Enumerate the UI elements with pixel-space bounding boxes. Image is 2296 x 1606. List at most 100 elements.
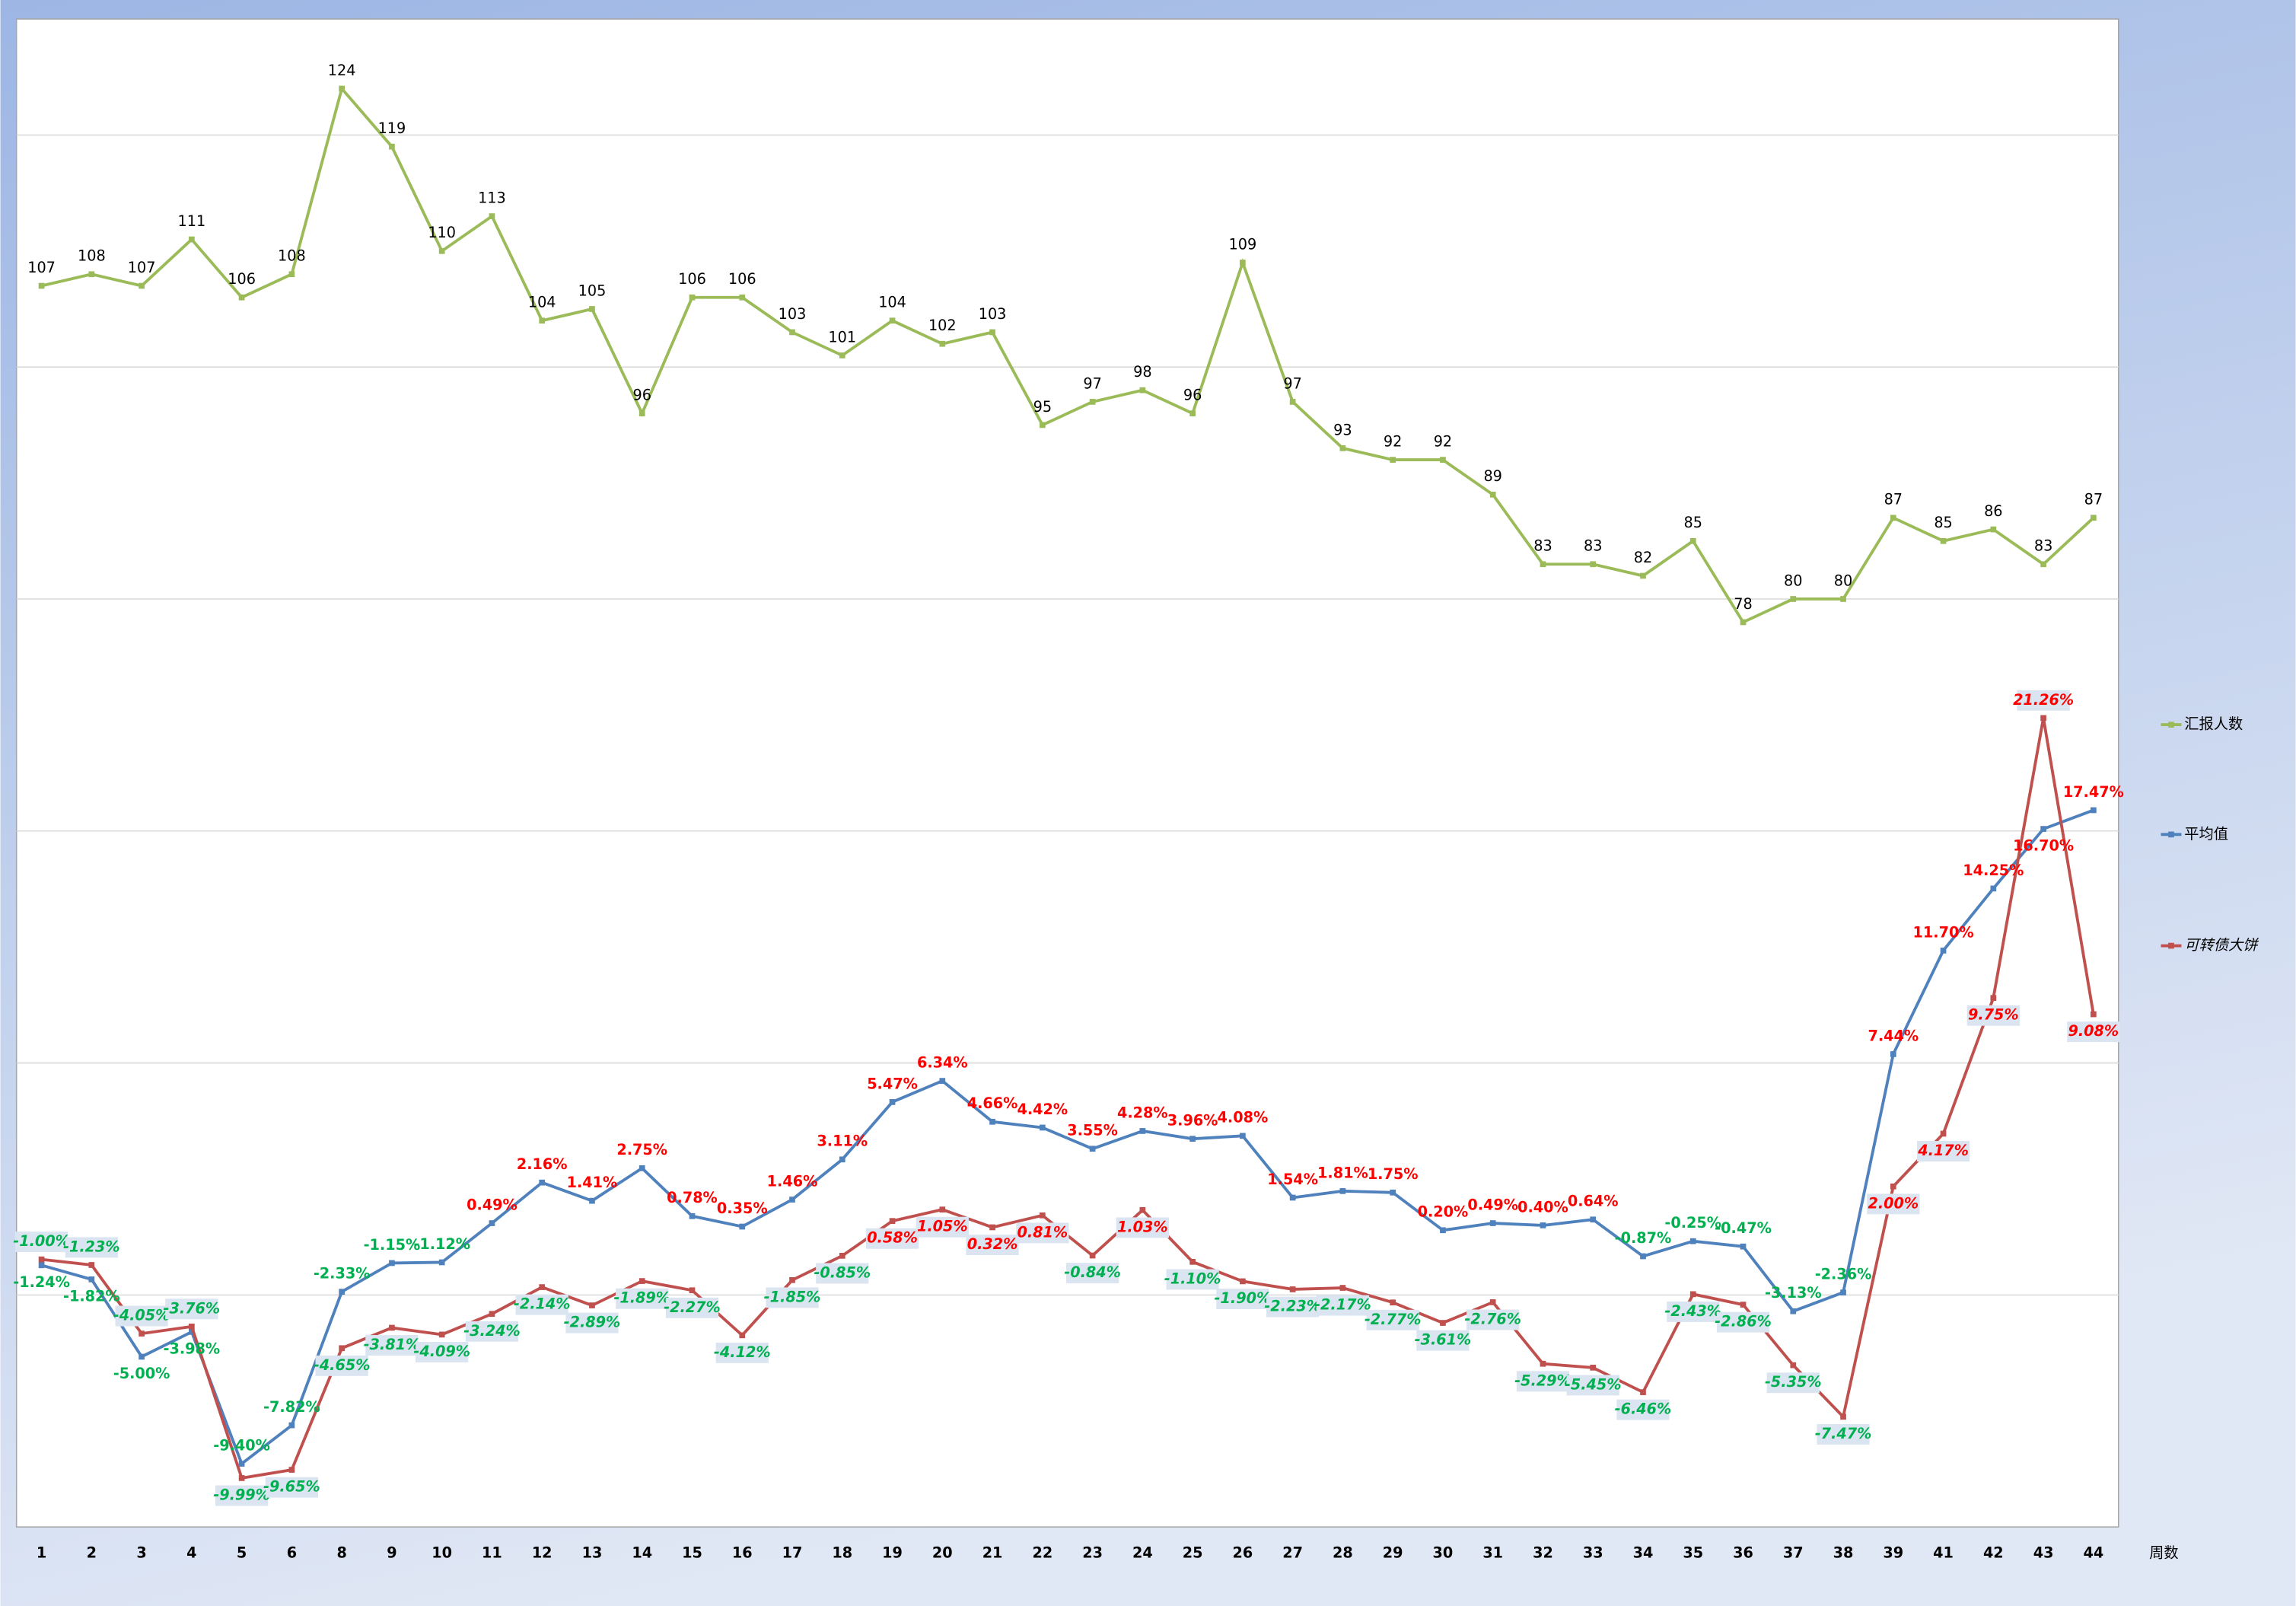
data-point: [789, 1276, 795, 1283]
data-label-group: -0.84%: [1064, 1263, 1121, 1284]
data-label: 85: [1934, 514, 1952, 531]
data-label-background: [1016, 1222, 1069, 1244]
data-label: 124: [328, 62, 356, 79]
data-label-group: -4.65%: [314, 1355, 370, 1376]
x-tick-label: 29: [1383, 1544, 1403, 1561]
data-label: 85: [1684, 514, 1702, 531]
x-tick-label: 22: [1032, 1544, 1052, 1561]
data-point: [1189, 1258, 1196, 1265]
data-label-group: 3.96%: [1167, 1112, 1218, 1130]
data-label-background: [2017, 690, 2070, 711]
data-point: [989, 329, 995, 336]
data-label-background: [14, 1232, 68, 1253]
data-point: [939, 1206, 946, 1212]
x-tick-label: 9: [387, 1544, 396, 1561]
data-label-group: -2.27%: [664, 1297, 721, 1318]
data-point: [1339, 445, 1346, 451]
data-label: -1.90%: [1215, 1289, 1272, 1307]
data-label-group: 0.32%: [966, 1235, 1019, 1256]
data-label: 92: [1384, 433, 1402, 451]
data-point: [1489, 1220, 1496, 1226]
data-label: 4.28%: [1117, 1104, 1168, 1121]
data-label-group: 2.75%: [616, 1141, 667, 1158]
data-label-group: 3.11%: [817, 1133, 868, 1150]
data-label-group: 4.28%: [1117, 1104, 1168, 1121]
data-label-group: -2.17%: [1314, 1295, 1371, 1316]
data-label: -3.98%: [164, 1340, 221, 1357]
data-label: 87: [2084, 491, 2103, 508]
data-point: [1790, 1362, 1797, 1369]
data-label-group: -0.47%: [1715, 1219, 1772, 1237]
data-label: 103: [979, 305, 1007, 323]
data-label-group: -5.29%: [1514, 1371, 1572, 1392]
data-point: [1089, 399, 1096, 405]
data-label-background: [1516, 1371, 1570, 1392]
data-label-group: 1.46%: [767, 1172, 818, 1190]
data-label: 0.58%: [867, 1229, 918, 1247]
data-label: -2.14%: [514, 1295, 571, 1313]
data-point: [139, 282, 145, 289]
data-point: [1890, 1051, 1896, 1057]
data-label: -2.77%: [1365, 1311, 1422, 1328]
data-label-group: 9.08%: [2067, 1021, 2120, 1043]
data-point: [689, 294, 696, 301]
data-point: [939, 1078, 946, 1084]
data-label-background: [315, 1355, 368, 1376]
data-label-background: [715, 1342, 769, 1363]
data-point: [238, 1461, 245, 1467]
data-label: 11.70%: [1913, 923, 1974, 941]
data-label-background: [416, 1341, 469, 1362]
data-label: 93: [1333, 421, 1352, 438]
data-point: [539, 1284, 546, 1290]
data-label: 1.41%: [567, 1174, 618, 1191]
data-label-background: [1667, 1301, 1720, 1322]
data-label: -3.13%: [1765, 1284, 1822, 1302]
data-label: 101: [828, 328, 856, 346]
data-label-group: 2.00%: [1867, 1193, 1920, 1215]
x-tick-label: 34: [1633, 1544, 1654, 1561]
data-label: 92: [1434, 433, 1452, 451]
data-label-group: 17.47%: [2063, 783, 2124, 801]
data-label: 2.75%: [616, 1141, 667, 1158]
x-tick-label: 15: [682, 1544, 702, 1561]
data-label-group: 7.44%: [1868, 1027, 1919, 1044]
data-point: [1540, 1222, 1546, 1228]
x-tick-label: 41: [1933, 1544, 1954, 1561]
data-label: -2.36%: [1815, 1266, 1872, 1283]
data-label-group: -3.98%: [164, 1340, 221, 1357]
data-point: [1840, 1289, 1846, 1295]
data-label-group: -2.23%: [1264, 1296, 1321, 1318]
data-point: [1039, 1212, 1046, 1219]
data-point: [238, 294, 245, 301]
x-tick-label: 44: [2083, 1544, 2103, 1561]
x-tick-label: 30: [1433, 1544, 1454, 1561]
data-point: [88, 1262, 95, 1268]
data-label-background: [1766, 1372, 1820, 1394]
data-label: -1.82%: [63, 1287, 120, 1305]
x-tick-label: 12: [532, 1544, 553, 1561]
data-point: [1189, 410, 1196, 416]
data-label: 96: [1183, 387, 1202, 404]
data-label-background: [665, 1297, 719, 1318]
data-label: 1.46%: [767, 1172, 818, 1190]
data-point: [489, 213, 495, 219]
data-point: [288, 271, 295, 278]
data-label: 109: [1229, 235, 1257, 253]
data-point: [689, 1287, 696, 1294]
data-label: -2.86%: [1715, 1313, 1772, 1330]
data-label: 9.08%: [2068, 1022, 2119, 1040]
data-label: -1.85%: [764, 1288, 821, 1305]
data-label: 119: [378, 119, 406, 137]
data-label: 17.47%: [2063, 783, 2124, 801]
x-tick-label: 17: [782, 1544, 803, 1561]
data-point: [339, 1289, 345, 1295]
data-label: 0.20%: [1418, 1203, 1469, 1221]
data-label-group: 14.25%: [1963, 862, 2024, 879]
data-point: [88, 271, 95, 278]
data-label: 107: [128, 259, 156, 276]
data-point: [1390, 457, 1396, 463]
data-label-background: [365, 1335, 419, 1356]
data-point: [689, 1212, 696, 1219]
data-point: [2040, 715, 2046, 722]
